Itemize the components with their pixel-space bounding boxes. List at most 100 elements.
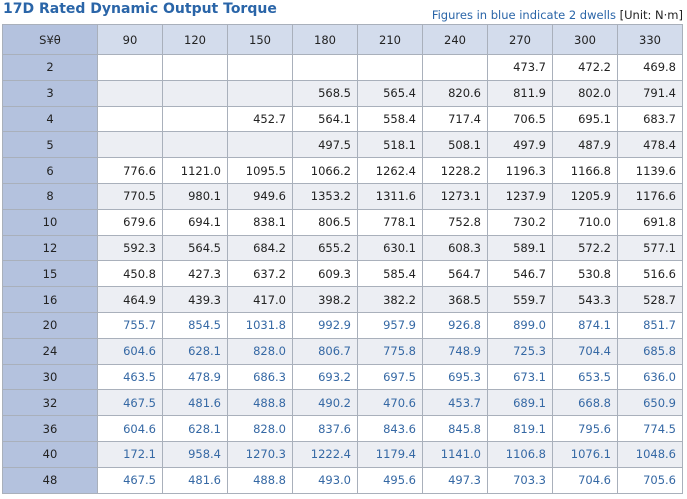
cell: 497.5 [292,131,358,159]
cell: 608.3 [422,234,488,262]
cell: 1311.6 [357,182,423,210]
cell: 704.6 [552,466,618,494]
cell: 695.1 [552,105,618,133]
cell [292,54,358,81]
row-header: 15 [2,260,98,288]
cell: 558.4 [357,105,423,133]
cell: 980.1 [162,182,228,210]
cell: 589.1 [487,234,553,262]
note: Figures in blue indicate 2 dwells [Unit:… [432,8,683,22]
cell: 518.1 [357,131,423,159]
cell [357,54,423,81]
cell: 957.9 [357,311,423,339]
cell: 820.6 [422,79,488,107]
cell: 516.6 [617,260,683,288]
cell: 828.0 [227,415,293,442]
cell: 776.6 [97,157,163,184]
row-header: 5 [2,131,98,159]
title: 17D Rated Dynamic Output Torque [3,1,277,17]
cell: 577.1 [617,234,683,262]
cell: 368.5 [422,286,488,313]
column-header: 240 [422,24,488,55]
cell: 508.1 [422,131,488,159]
cell: 543.3 [552,286,618,313]
cell: 770.5 [97,182,163,210]
cell: 1228.2 [422,157,488,184]
cell [227,131,293,159]
table-row: 4 452.7 564.1 558.4 717.4 706.5 695.1 683.7 [2,105,683,133]
cell: 481.6 [162,466,228,494]
cell: 382.2 [357,286,423,313]
cell: 439.3 [162,286,228,313]
cell: 467.5 [97,466,163,494]
torque-table: S¥θ 90 120 150 180 210 240 270 300 330 2 473.7 472.… [2,24,683,494]
table-row: 8 770.5 980.1 949.6 1353.2 1311.6 1273.1 1237.9… [2,182,683,210]
column-header: 120 [162,24,228,55]
cell: 530.8 [552,260,618,288]
cell: 693.2 [292,363,358,391]
cell: 1262.4 [357,157,423,184]
cell: 572.2 [552,234,618,262]
cell: 1270.3 [227,440,293,468]
cell: 703.3 [487,466,553,494]
column-header: 300 [552,24,618,55]
cell: 748.9 [422,337,488,365]
cell: 1196.3 [487,157,553,184]
cell: 694.1 [162,208,228,236]
cell: 559.7 [487,286,553,313]
table-row: 32 467.5 481.6 488.8 490.2 470.6 453.7 689.1 668… [2,389,683,417]
cell [227,79,293,107]
cell: 1031.8 [227,311,293,339]
row-header: 48 [2,466,98,494]
cell: 684.2 [227,234,293,262]
cell: 775.8 [357,337,423,365]
cell: 704.4 [552,337,618,365]
cell: 453.7 [422,389,488,417]
cell: 604.6 [97,415,163,442]
table-row: 20 755.7 854.5 1031.8 992.9 957.9 926.8 899.0 87… [2,311,683,339]
cell: 565.4 [357,79,423,107]
cell: 463.5 [97,363,163,391]
cell: 774.5 [617,415,683,442]
cell: 697.5 [357,363,423,391]
cell: 710.0 [552,208,618,236]
cell [97,54,163,81]
cell: 469.8 [617,54,683,81]
cell: 683.7 [617,105,683,133]
cell: 488.8 [227,466,293,494]
cell: 949.6 [227,182,293,210]
cell: 806.5 [292,208,358,236]
table-row: 30 463.5 478.9 686.3 693.2 697.5 695.3 673.1 653… [2,363,683,391]
unit: [Unit: N·m] [619,8,683,22]
row-header: 36 [2,415,98,442]
cell: 1066.2 [292,157,358,184]
cell: 398.2 [292,286,358,313]
cell: 636.0 [617,363,683,391]
cell: 1353.2 [292,182,358,210]
cell: 725.3 [487,337,553,365]
cell: 1121.0 [162,157,228,184]
cell: 791.4 [617,79,683,107]
cell: 811.9 [487,79,553,107]
cell: 899.0 [487,311,553,339]
cell: 705.6 [617,466,683,494]
cell: 467.5 [97,389,163,417]
cell: 778.1 [357,208,423,236]
cell: 843.6 [357,415,423,442]
cell: 1222.4 [292,440,358,468]
row-header: 40 [2,440,98,468]
cell: 686.3 [227,363,293,391]
table-row: 15 450.8 427.3 637.2 609.3 585.4 564.7 546.7 530… [2,260,683,288]
cell: 417.0 [227,286,293,313]
cell: 706.5 [487,105,553,133]
cell: 528.7 [617,286,683,313]
row-header: 2 [2,54,98,81]
cell [227,54,293,81]
cell: 609.3 [292,260,358,288]
row-header: 3 [2,79,98,107]
cell: 1139.6 [617,157,683,184]
cell: 958.4 [162,440,228,468]
cell: 172.1 [97,440,163,468]
cell: 655.2 [292,234,358,262]
